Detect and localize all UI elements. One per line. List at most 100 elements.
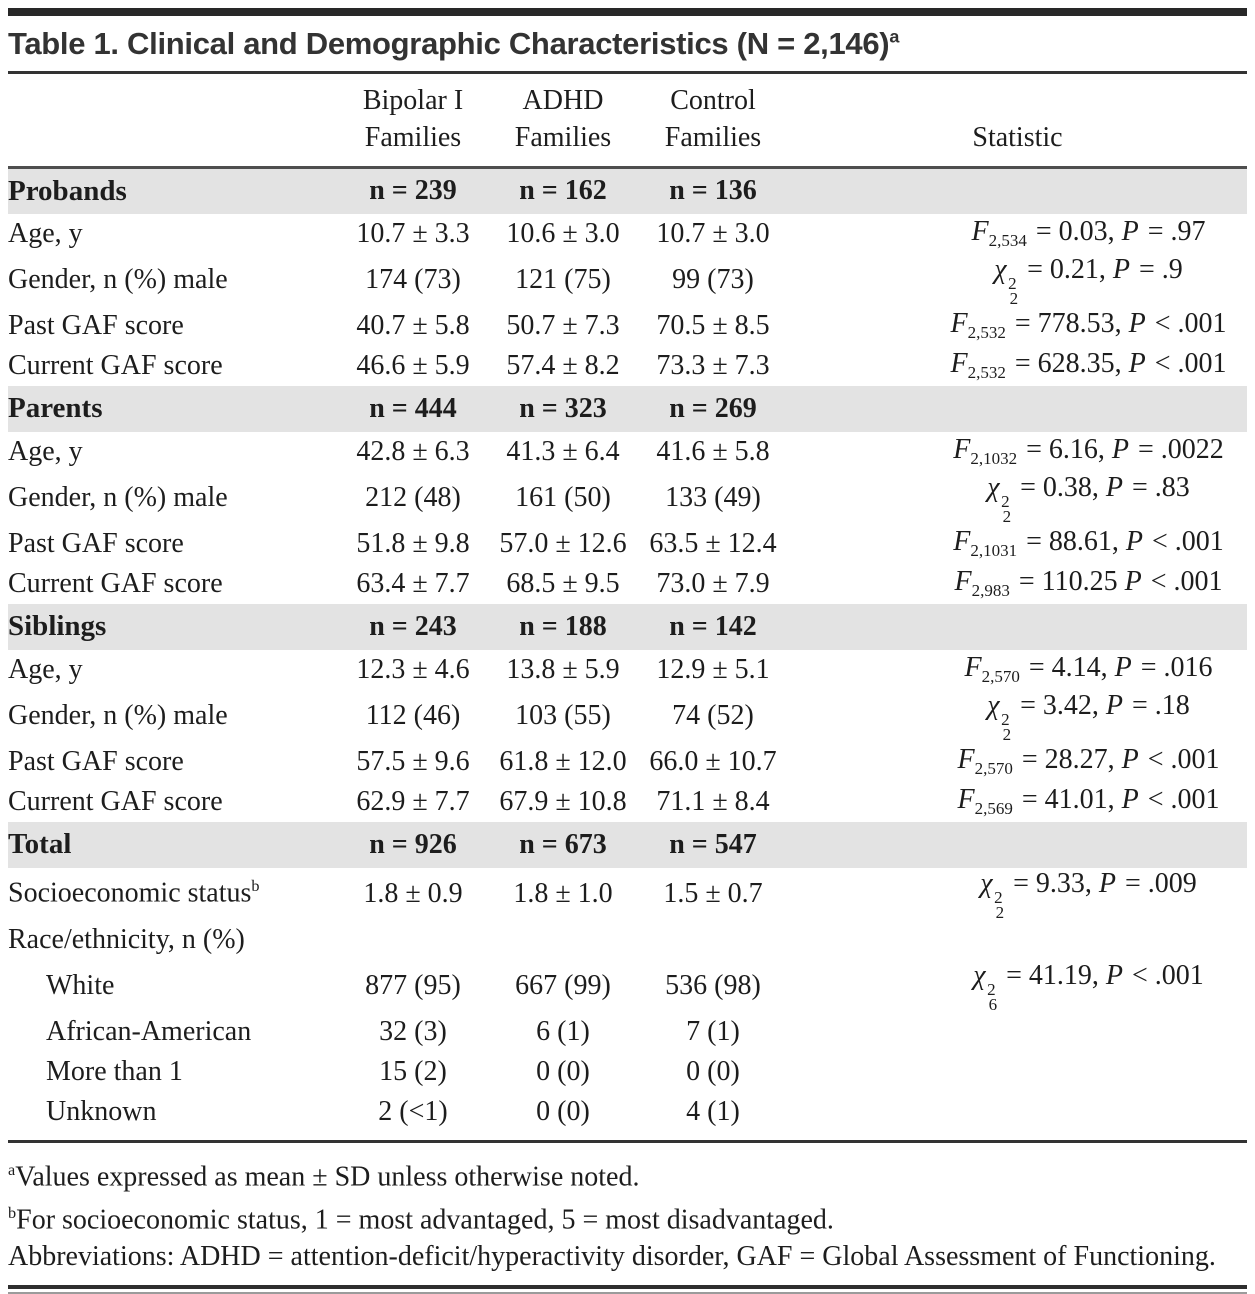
value-cell bbox=[338, 920, 488, 960]
column-header-line2: Families bbox=[364, 122, 462, 153]
statistic-symbol: F bbox=[953, 434, 971, 465]
table-row: Past GAF score 40.7 ± 5.8 50.7 ± 7.3 70.5 ±… bbox=[8, 306, 1247, 346]
statistic-symbol: χ bbox=[973, 959, 986, 991]
column-header-rowlabel bbox=[8, 74, 338, 168]
row-label: Gender, n (%) male bbox=[8, 690, 338, 742]
value-cell: 0 (0) bbox=[536, 1055, 590, 1087]
statistic-superscript: 2 bbox=[1008, 273, 1017, 293]
value-cell: 877 (95) bbox=[365, 969, 461, 1001]
statistic-p-symbol: P bbox=[1125, 526, 1143, 557]
statistic-subscript: 2,1031 bbox=[970, 541, 1018, 560]
value-cell: 71.1 ± 8.4 bbox=[656, 785, 770, 817]
value-cell: 73.3 ± 7.3 bbox=[656, 349, 770, 381]
section-label: Total bbox=[8, 828, 72, 860]
section-count: n = 136 bbox=[669, 175, 757, 207]
table-row: White 877 (95) 667 (99) 536 (98) χ 2 6 = 41.19… bbox=[8, 959, 1247, 1013]
value-cell: 12.3 ± 4.6 bbox=[356, 653, 470, 685]
table-title-footnote-marker: a bbox=[889, 26, 900, 47]
value-cell: 121 (75) bbox=[515, 263, 611, 295]
footnotes: aValues expressed as mean ± SD unless ot… bbox=[8, 1139, 1247, 1284]
row-label: Age, y bbox=[8, 214, 338, 254]
row-label: Past GAF score bbox=[8, 524, 338, 564]
statistic-p-symbol: P bbox=[1098, 867, 1116, 899]
row-label: White bbox=[8, 960, 338, 1012]
table-row: Gender, n (%) male 174 (73) 121 (75) 99 (73… bbox=[8, 253, 1247, 307]
footnote-a-text: Values expressed as mean ± SD unless oth… bbox=[15, 1160, 640, 1192]
section-statistic-cell bbox=[788, 386, 1247, 432]
statistic-p-symbol: P bbox=[1121, 744, 1139, 775]
section-label: Siblings bbox=[8, 610, 107, 642]
value-cell: 50.7 ± 7.3 bbox=[506, 309, 620, 341]
value-cell: 63.4 ± 7.7 bbox=[356, 567, 470, 599]
statistic-equation: = 3.42, bbox=[1013, 689, 1099, 721]
value-cell: 4 (1) bbox=[686, 1095, 740, 1127]
row-label-text: White bbox=[46, 969, 115, 1001]
value-cell: 73.0 ± 7.9 bbox=[656, 567, 770, 599]
row-label: Gender, n (%) male bbox=[8, 254, 338, 306]
value-cell: 1.8 ± 1.0 bbox=[513, 877, 613, 909]
table-row: Current GAF score 63.4 ± 7.7 68.5 ± 9.5 73.… bbox=[8, 564, 1247, 604]
statistic-equation: = 110.25 bbox=[1011, 566, 1118, 597]
statistic-subscript: 2 bbox=[995, 902, 1005, 922]
statistic-symbol: χ bbox=[994, 253, 1007, 285]
row-label-text: Age, y bbox=[8, 435, 83, 467]
section-header-parents: Parents n = 444 n = 323 n = 269 bbox=[8, 385, 1247, 432]
statistic-symbol: F bbox=[964, 652, 982, 683]
statistic-cell: F2,532 = 778.53, P < .001 bbox=[788, 306, 1247, 346]
statistic-equation: = 28.27, bbox=[1014, 744, 1115, 775]
section-count: n = 444 bbox=[369, 392, 457, 424]
section-count: n = 243 bbox=[369, 610, 457, 642]
statistic-p-value: < .001 bbox=[1147, 348, 1227, 379]
column-header-bipolar: Bipolar I Families bbox=[338, 74, 488, 168]
table-row: Race/ethnicity, n (%) bbox=[8, 920, 1247, 960]
value-cell: 41.6 ± 5.8 bbox=[656, 435, 770, 467]
table-row: Current GAF score 62.9 ± 7.7 67.9 ± 10.8 71… bbox=[8, 782, 1247, 822]
row-label-text: Socioeconomic status bbox=[8, 877, 252, 909]
value-cell: 15 (2) bbox=[379, 1055, 447, 1087]
column-header-row: Bipolar I Families ADHD Families Control… bbox=[8, 74, 1247, 168]
row-label: Socioeconomic statusb bbox=[8, 868, 338, 920]
statistic-equation: = 41.01, bbox=[1014, 784, 1115, 815]
row-label-text: Gender, n (%) male bbox=[8, 481, 228, 513]
value-cell: 61.8 ± 12.0 bbox=[499, 745, 627, 777]
statistic-p-symbol: P bbox=[1105, 959, 1123, 991]
statistic-superscript: 2 bbox=[1001, 491, 1010, 511]
section-count: n = 162 bbox=[519, 175, 607, 207]
statistic-p-symbol: P bbox=[1128, 348, 1146, 379]
row-label-text: Past GAF score bbox=[8, 527, 184, 559]
value-cell: 99 (73) bbox=[672, 263, 754, 295]
value-cell: 57.0 ± 12.6 bbox=[499, 527, 627, 559]
row-label: Current GAF score bbox=[8, 346, 338, 386]
row-label: Race/ethnicity, n (%) bbox=[8, 920, 338, 960]
footnote-abbreviations-text: Abbreviations: ADHD = attention-deficit/… bbox=[8, 1241, 1216, 1273]
statistic-p-symbol: P bbox=[1128, 308, 1146, 339]
statistic-symbol: χ bbox=[987, 689, 1000, 721]
statistic-subscript: 2,570 bbox=[981, 667, 1020, 686]
value-cell: 41.3 ± 6.4 bbox=[506, 435, 620, 467]
section-statistic-cell bbox=[788, 168, 1247, 214]
value-cell: 536 (98) bbox=[665, 969, 761, 1001]
value-cell: 6 (1) bbox=[536, 1015, 590, 1047]
statistic-symbol: F bbox=[957, 784, 975, 815]
statistic-equation: = 41.19, bbox=[999, 959, 1099, 991]
row-label: Gender, n (%) male bbox=[8, 472, 338, 524]
value-cell: 174 (73) bbox=[365, 263, 461, 295]
footnote-abbreviations: Abbreviations: ADHD = attention-deficit/… bbox=[8, 1238, 1247, 1275]
statistic-subscript: 2,1032 bbox=[970, 449, 1018, 468]
statistic-subscript: 2,569 bbox=[974, 799, 1013, 818]
statistic-cell bbox=[788, 920, 1247, 960]
table-row: Past GAF score 51.8 ± 9.8 57.0 ± 12.6 63.5 … bbox=[8, 524, 1247, 564]
statistic-superscript: 2 bbox=[1001, 709, 1010, 729]
statistic-cell: F2,1031 = 88.61, P < .001 bbox=[788, 524, 1247, 564]
column-header-line1: Bipolar I bbox=[362, 85, 464, 116]
value-cell: 0 (0) bbox=[536, 1095, 590, 1127]
section-label: Probands bbox=[8, 174, 127, 207]
section-count: n = 142 bbox=[669, 610, 757, 642]
value-cell: 74 (52) bbox=[672, 699, 754, 731]
section-header-siblings: Siblings n = 243 n = 188 n = 142 bbox=[8, 603, 1247, 650]
